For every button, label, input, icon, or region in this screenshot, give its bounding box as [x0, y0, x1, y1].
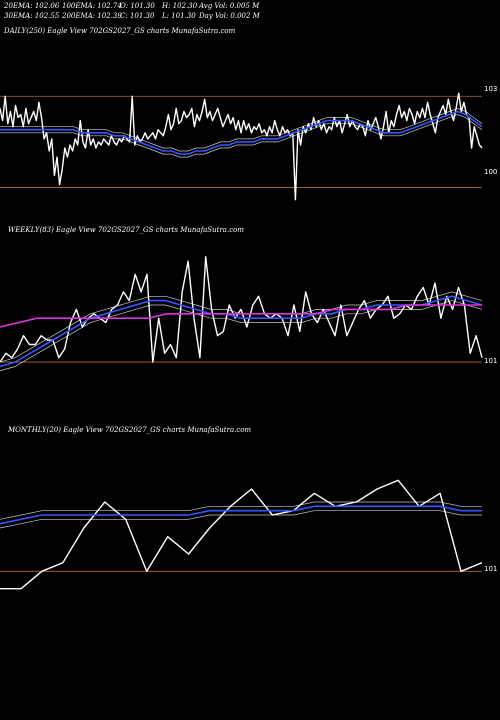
daily-ema-mid-line-0 [0, 108, 483, 152]
ema100-stat: 100EMA: 102.74 [62, 2, 122, 10]
low-stat: L: 101.30 [162, 12, 196, 20]
weekly-ema-mid-line-1 [0, 300, 483, 372]
monthly-ema-short-line [0, 505, 482, 525]
open-stat: O: 101.30 [120, 2, 155, 10]
monthly-ema-mid-line-1 [0, 510, 482, 529]
weekly-ema-short-line [0, 295, 483, 368]
high-stat: H: 102.30 [162, 2, 198, 10]
monthly-ema-mid-line-0 [0, 501, 482, 520]
ema200-stat: 200EMA: 102.39 [62, 12, 122, 20]
monthly-panel-title: MONTHLY(20) Eagle View 702GS2027_GS char… [8, 426, 252, 434]
weekly-level-label: 101 [484, 357, 498, 365]
weekly-price-line [0, 256, 483, 363]
weekly-ema-long-line [0, 304, 482, 328]
daily-price-line [0, 92, 483, 201]
monthly-price-line [0, 479, 483, 590]
ema20-stat: 20EMA: 102.06 [4, 2, 60, 10]
day-vol-stat: Day Vol: 0.002 M [199, 12, 260, 20]
daily-panel-title: DAILY(250) Eagle View 702GS2027_GS chart… [4, 27, 236, 35]
daily-ema-short-line [0, 110, 483, 155]
weekly-panel-title: WEEKLY(83) Eagle View 702GS2027_GS chart… [8, 226, 244, 234]
avg-vol-stat: Avg Vol: 0.005 M [199, 2, 260, 10]
close-stat: C: 101.30 [120, 12, 155, 20]
monthly-level-label: 101 [484, 565, 498, 573]
ema30-stat: 30EMA: 102.55 [4, 12, 60, 20]
weekly-ema-mid-line-0 [0, 291, 483, 363]
daily-level-label-low: 100 [484, 168, 498, 176]
daily-level-label-high: 103 [484, 85, 498, 93]
daily-ema-mid-line-1 [0, 114, 483, 158]
